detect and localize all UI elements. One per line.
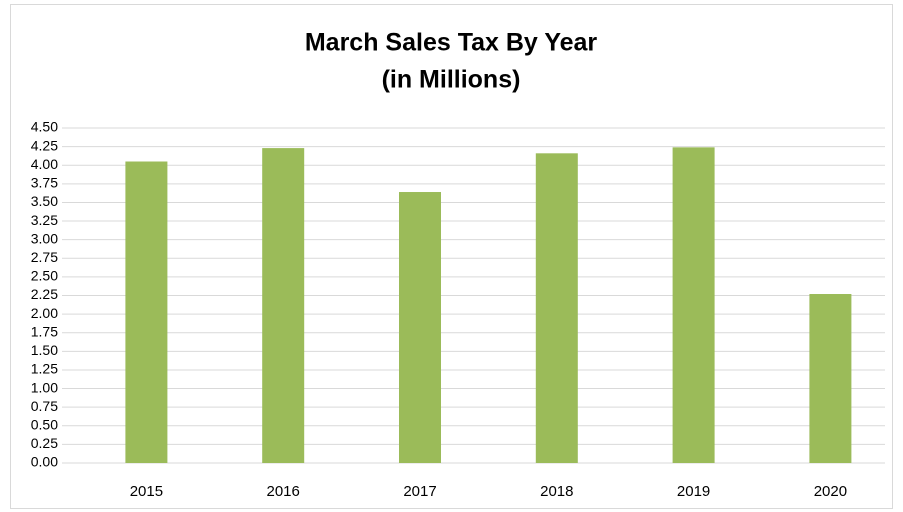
y-tick-label: 2.75 (31, 249, 58, 265)
y-tick-label: 1.50 (31, 342, 58, 358)
y-tick-label: 3.25 (31, 212, 58, 228)
y-tick-label: 0.25 (31, 435, 58, 451)
y-tick-label: 4.50 (31, 119, 58, 135)
y-tick-label: 4.25 (31, 137, 58, 153)
x-tick-label: 2015 (130, 483, 163, 500)
y-tick-label: 0.00 (31, 454, 58, 470)
y-tick-label: 2.50 (31, 268, 58, 284)
bar (125, 161, 168, 463)
bar (672, 147, 715, 463)
chart-subtitle: (in Millions) (382, 66, 521, 94)
y-tick-label: 2.25 (31, 286, 58, 302)
y-tick-label: 1.25 (31, 361, 58, 377)
x-tick-label: 2018 (540, 483, 573, 500)
bar (399, 192, 441, 463)
chart-title: March Sales Tax By Year (305, 29, 598, 57)
y-tick-label: 0.75 (31, 398, 58, 414)
y-tick-label: 1.75 (31, 323, 58, 339)
y-tick-label: 3.50 (31, 193, 58, 209)
y-tick-label: 2.00 (31, 305, 58, 321)
y-tick-label: 0.50 (31, 416, 58, 432)
bar (809, 294, 852, 463)
x-tick-label: 2019 (677, 483, 710, 500)
y-tick-label: 3.00 (31, 230, 58, 246)
x-tick-label: 2016 (267, 483, 300, 500)
bar (535, 153, 578, 464)
x-tick-label: 2020 (814, 483, 847, 500)
bar (262, 148, 305, 463)
y-tick-label: 1.00 (31, 379, 58, 395)
x-tick-label: 2017 (403, 483, 436, 500)
y-tick-label: 4.00 (31, 156, 58, 172)
y-tick-label: 3.75 (31, 175, 58, 191)
